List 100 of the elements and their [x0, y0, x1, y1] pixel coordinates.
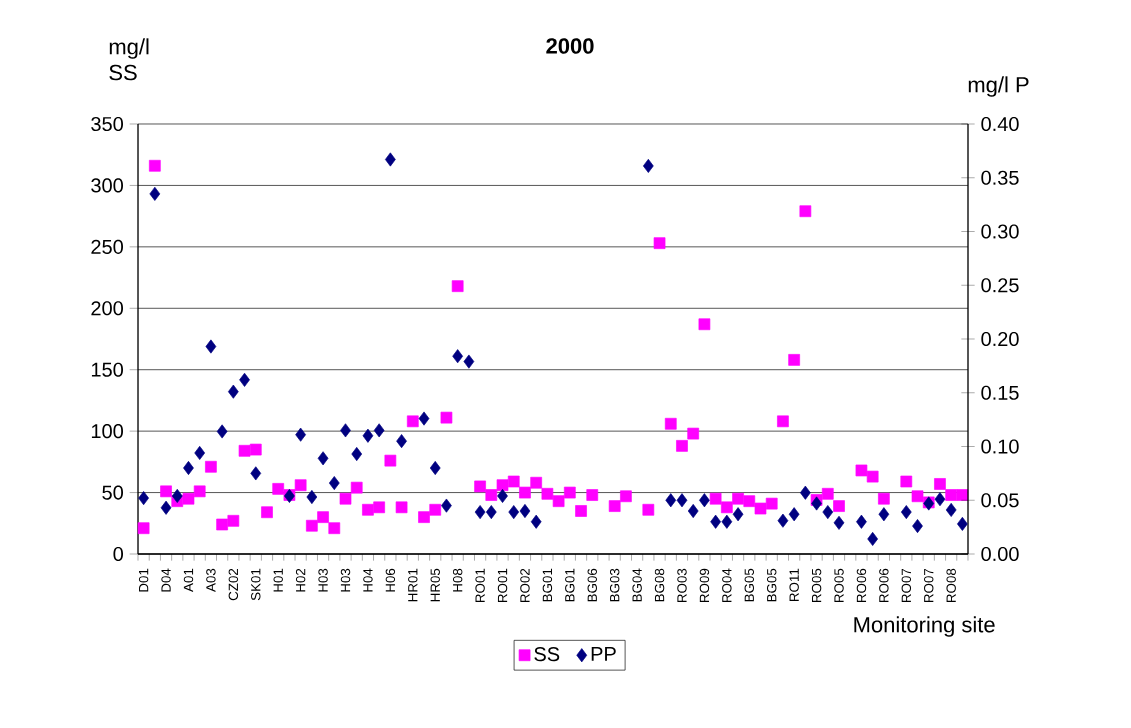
y-tick-label: 150	[91, 362, 124, 377]
point	[676, 493, 688, 508]
x-tick-label: H03	[318, 568, 328, 592]
y2-tick-label: 0.00	[981, 546, 1019, 562]
point	[216, 424, 228, 439]
point	[800, 485, 811, 500]
x-tick-label: H04	[363, 568, 373, 592]
y-tick-label: 250	[91, 239, 124, 254]
x-tick-label: BG01	[542, 568, 553, 602]
x-tick-label: D04	[161, 568, 171, 592]
x-tick-label: RO03	[677, 568, 687, 602]
point	[429, 461, 441, 476]
point	[228, 384, 239, 399]
point	[295, 427, 306, 442]
point	[957, 516, 968, 531]
point	[418, 411, 430, 426]
x-tick-label: BG04	[632, 568, 642, 602]
point	[474, 505, 486, 520]
point	[934, 492, 946, 507]
x-tick-label: BG08	[654, 568, 665, 602]
x-tick-label: H08	[452, 568, 463, 592]
x-tick-label: RO05	[834, 568, 844, 602]
point	[138, 491, 149, 506]
y-axis-title: mg/l SS	[109, 38, 149, 81]
x-tick-label: RO07	[924, 568, 934, 602]
x-tick-label: RO06	[856, 568, 867, 602]
x-tick-label: BG01	[565, 568, 575, 602]
point	[250, 466, 262, 481]
point	[699, 493, 710, 508]
y2-tick-label: 0.15	[981, 385, 1019, 400]
point	[351, 447, 363, 462]
x-tick-label: RO07	[901, 568, 912, 602]
point	[497, 488, 508, 503]
y-tick-label: 350	[91, 116, 124, 132]
point	[945, 502, 957, 517]
y2-tick-label: 0.20	[981, 331, 1019, 347]
point	[665, 493, 677, 508]
y2-tick-label: 0.35	[981, 170, 1019, 185]
point	[867, 531, 878, 546]
point	[485, 505, 497, 520]
x-tick-label: RO01	[475, 568, 485, 602]
point	[306, 490, 318, 505]
y-tick-label: 0	[113, 546, 124, 562]
point	[452, 349, 463, 364]
y2-tick-label: 0.10	[981, 439, 1019, 454]
point	[194, 445, 206, 460]
legend-label: SS	[534, 647, 560, 662]
y2-axis-title: mg/l P	[968, 76, 1029, 97]
point	[788, 507, 800, 522]
x-tick-label: H02	[295, 568, 306, 592]
y-tick-label: 100	[91, 424, 124, 439]
x-tick-label: RO06	[879, 568, 889, 602]
point	[328, 476, 340, 491]
point	[856, 514, 867, 529]
x-tick-label: RO11	[789, 568, 799, 601]
x-tick-label: BG03	[609, 568, 620, 602]
y-tick-label: 300	[91, 178, 124, 193]
point	[508, 505, 520, 520]
point	[900, 505, 912, 520]
point	[317, 451, 329, 466]
legend-label: PP	[591, 647, 616, 661]
point	[878, 507, 890, 522]
point	[239, 372, 250, 387]
x-tick-label: HR05	[430, 568, 440, 602]
x-tick-label: RO01	[497, 568, 508, 602]
x-tick-label: H01	[273, 568, 283, 592]
point	[373, 423, 385, 438]
point	[822, 505, 834, 520]
point	[519, 504, 531, 519]
y2-tick-label: 0.05	[981, 493, 1019, 508]
chart-title: 2000	[546, 38, 594, 54]
x-tick-label: BG05	[767, 568, 777, 602]
point	[340, 423, 351, 438]
x-tick-label: RO02	[520, 568, 530, 602]
point	[441, 498, 452, 513]
point	[777, 513, 789, 528]
y2-tick-label: 0.40	[981, 116, 1019, 132]
y2-tick-label: 0.30	[981, 224, 1019, 239]
x-tick-label: H06	[385, 568, 396, 592]
point	[687, 504, 699, 519]
point	[385, 152, 396, 167]
x-tick-label: BG05	[744, 568, 754, 602]
point	[710, 514, 721, 529]
x-tick-label: H03	[340, 568, 351, 592]
point	[362, 428, 374, 443]
x-tick-label: RO08	[946, 568, 956, 602]
point	[643, 158, 654, 173]
x-tick-label: A03	[206, 568, 216, 592]
x-tick-label: HR01	[408, 568, 418, 602]
x-tick-label: SK01	[251, 568, 261, 601]
point	[463, 354, 475, 369]
point	[149, 186, 161, 201]
point	[912, 519, 923, 534]
x-tick-label: RO04	[722, 568, 732, 602]
x-tick-label: D01	[138, 568, 149, 592]
point	[205, 339, 217, 354]
x-tick-label: A01	[183, 568, 194, 592]
point	[396, 434, 407, 449]
y2-tick-label: 0.25	[981, 278, 1019, 293]
point	[811, 496, 822, 511]
